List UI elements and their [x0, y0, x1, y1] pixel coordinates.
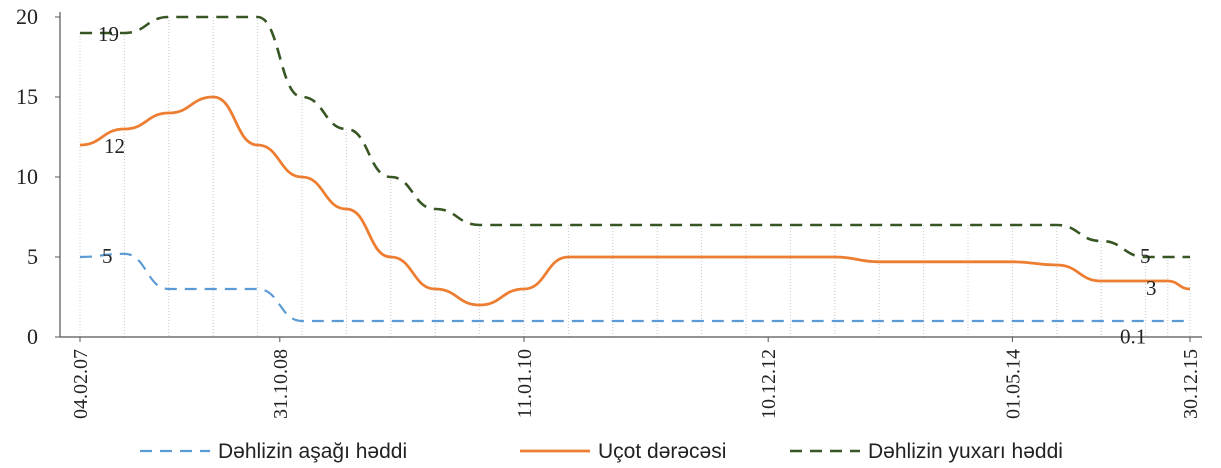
x-tick-label: 04.02.07: [70, 349, 92, 419]
x-tick-label: 10.12.12: [758, 349, 780, 419]
y-tick-label: 0: [27, 324, 38, 349]
legend-label: Dəhlizin aşağı həddi: [218, 440, 407, 463]
data-label: 3: [1146, 276, 1157, 300]
legend: Dəhlizin aşağı həddi Uçot dərəcəsi Dəhlizi…: [140, 440, 1063, 463]
data-label: 5: [1140, 244, 1151, 268]
y-tick-label: 15: [16, 84, 38, 109]
series-upper-bound: [80, 15, 1190, 259]
series-discount-rate: [79, 95, 1191, 307]
x-tick-label: 30.12.15: [1180, 349, 1202, 419]
series-layer: [79, 15, 1191, 323]
y-tick-label: 20: [16, 4, 38, 29]
y-tick-label: 10: [16, 164, 38, 189]
axis-layer: 0 5 10 15 20 04.02.07 31.10.08 11.01.10 10.12.12…: [16, 4, 1202, 419]
label-layer: 19 12 5 5 30.1: [98, 22, 1157, 348]
legend-label: Uçot dərəcəsi: [598, 440, 726, 463]
x-tick-label: 11.01.10: [514, 349, 536, 418]
series-lower-bound: [79, 252, 1190, 323]
data-label: 0.1: [1120, 324, 1146, 348]
x-tick-label: 31.10.08: [270, 349, 292, 419]
data-label: 19: [98, 22, 119, 46]
data-label: 5: [102, 244, 113, 268]
grid-layer: [79, 17, 1191, 337]
legend-label: Dəhlizin yuxarı həddi: [868, 440, 1063, 463]
data-label: 12: [104, 134, 125, 158]
y-tick-label: 5: [27, 244, 38, 269]
x-tick-label: 01.05.14: [1002, 349, 1024, 419]
